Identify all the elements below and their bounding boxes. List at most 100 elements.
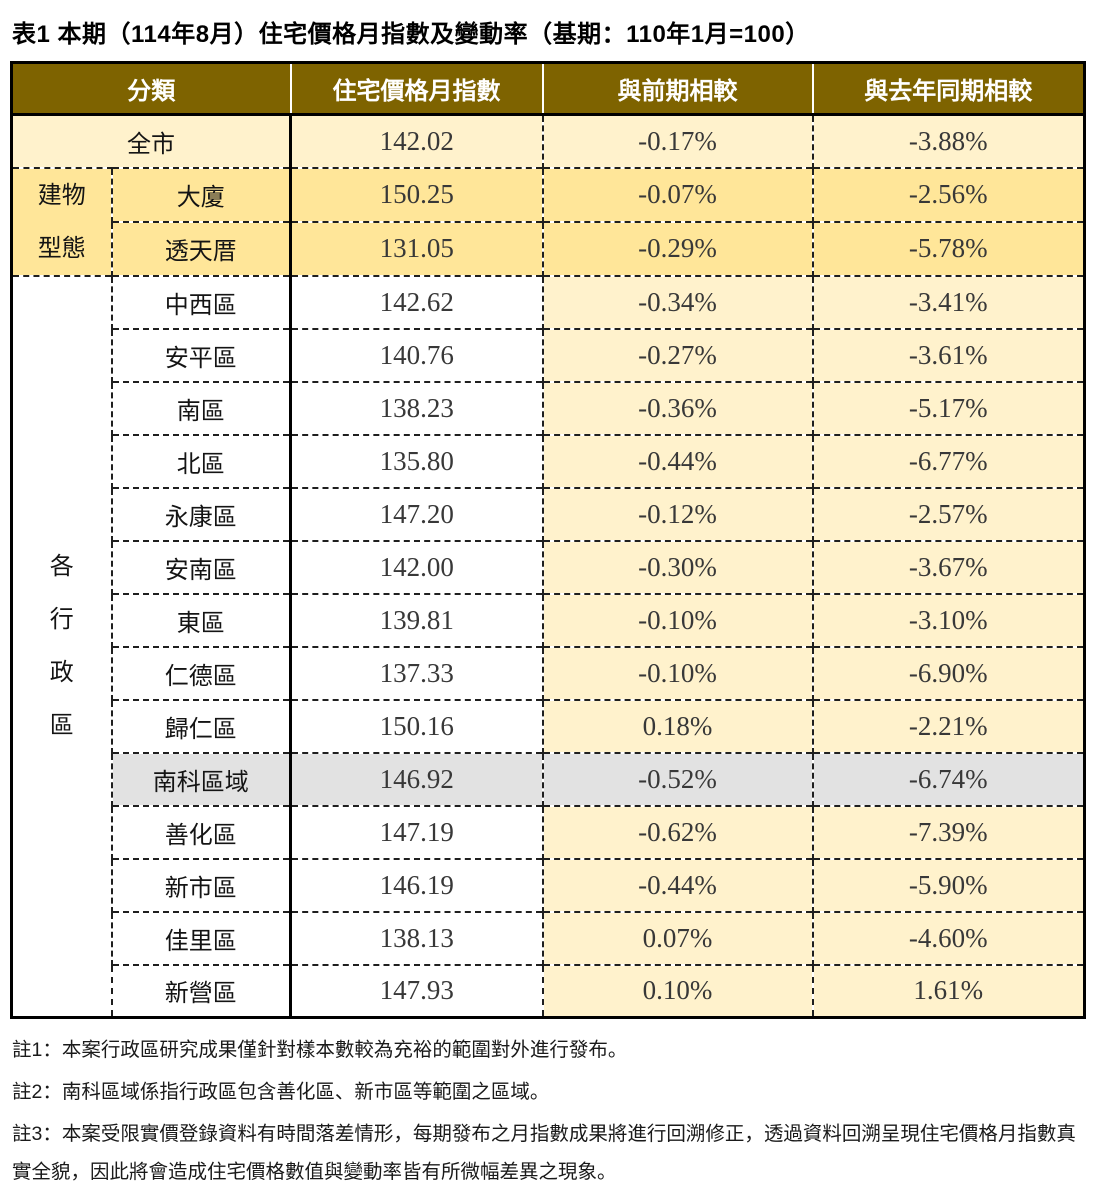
mom-cell: -0.44%: [541, 433, 813, 488]
header-index: 住宅價格月指數: [289, 62, 543, 116]
footnote-1: 註1：本案行政區研究成果僅針對樣本數較為充裕的範圍對外進行發布。: [12, 1039, 628, 1061]
table-row-district: 善化區 147.19 -0.62% -7.39%: [12, 804, 1085, 859]
group-label-line: 區: [49, 712, 74, 740]
building-name-cell: 透天厝: [110, 220, 291, 276]
mom-cell: -0.12%: [541, 486, 813, 541]
city-name-cell: 全市: [10, 113, 291, 168]
yoy-cell: -5.17%: [811, 380, 1085, 435]
yoy-cell: -3.10%: [811, 592, 1085, 647]
yoy-cell: -5.90%: [811, 857, 1085, 912]
table-row-district: 北區 135.80 -0.44% -6.77%: [12, 433, 1085, 488]
index-cell: 142.02: [289, 113, 543, 168]
mom-cell: -0.44%: [541, 857, 813, 912]
district-name-cell: 東區: [110, 592, 291, 647]
mom-cell: -0.36%: [541, 380, 813, 435]
yoy-cell: -6.74%: [811, 751, 1085, 806]
yoy-cell: -6.90%: [811, 645, 1085, 700]
table-row-district: 永康區 147.20 -0.12% -2.57%: [12, 486, 1085, 541]
yoy-cell: -3.88%: [811, 113, 1085, 168]
index-cell: 147.20: [289, 486, 543, 541]
table-row-district: 安南區 142.00 -0.30% -3.67%: [12, 539, 1085, 594]
index-cell: 142.62: [289, 274, 543, 329]
index-cell: 150.16: [289, 698, 543, 753]
yoy-cell: -2.56%: [811, 166, 1085, 222]
district-name-cell: 安南區: [110, 539, 291, 594]
building-name-cell: 大廈: [110, 166, 291, 222]
index-cell: 146.92: [289, 751, 543, 806]
index-cell: 150.25: [289, 166, 543, 222]
group-label-line: 各: [49, 553, 74, 581]
yoy-cell: -6.77%: [811, 433, 1085, 488]
group-label-line: 型態: [37, 234, 86, 262]
district-name-cell: 永康區: [110, 486, 291, 541]
district-group-label: 各 行 政 區: [10, 274, 112, 1018]
index-cell: 138.23: [289, 380, 543, 435]
header-category: 分類: [11, 62, 291, 116]
table-row-district: 歸仁區 150.16 0.18% -2.21%: [12, 698, 1085, 753]
yoy-cell: -3.61%: [811, 327, 1085, 382]
mom-cell: 0.10%: [541, 963, 813, 1018]
index-cell: 147.19: [289, 804, 543, 859]
mom-cell: -0.27%: [541, 327, 813, 382]
mom-cell: 0.07%: [541, 910, 813, 965]
district-name-cell: 南區: [110, 380, 291, 435]
table-row-district: 東區 139.81 -0.10% -3.10%: [12, 592, 1085, 647]
mom-cell: -0.07%: [541, 166, 813, 222]
table-row-building: 建物 型態 大廈 150.25 -0.07% -2.56%: [10, 166, 1085, 276]
index-cell: 131.05: [289, 220, 543, 276]
table-row-district: 佳里區 138.13 0.07% -4.60%: [12, 910, 1085, 965]
index-cell: 139.81: [289, 592, 543, 647]
table-row-district: 南區 138.23 -0.36% -5.17%: [12, 380, 1085, 435]
index-cell: 140.76: [289, 327, 543, 382]
table-row-district: 安平區 140.76 -0.27% -3.61%: [12, 327, 1085, 382]
mom-cell: -0.10%: [541, 592, 813, 647]
header-mom: 與前期相較: [541, 62, 813, 116]
footnote-3: 註3：本案受限實價登錄資料有時間落差情形，每期發布之月指數成果將進行回溯修正，透…: [12, 1123, 1076, 1184]
district-name-cell: 北區: [110, 433, 291, 488]
index-cell: 147.93: [289, 963, 543, 1018]
mom-cell: 0.18%: [541, 698, 813, 753]
district-name-cell: 仁德區: [110, 645, 291, 700]
price-index-table: 分類 住宅價格月指數 與前期相較 與去年同期相較 全市 142.02 -0.17…: [10, 61, 1086, 1019]
header-yoy: 與去年同期相較: [811, 62, 1085, 116]
district-name-cell: 安平區: [110, 327, 291, 382]
yoy-cell: -7.39%: [811, 804, 1085, 859]
district-name-cell: 佳里區: [110, 910, 291, 965]
index-cell: 138.13: [289, 910, 543, 965]
table-row-city: 全市 142.02 -0.17% -3.88%: [10, 113, 1085, 168]
mom-cell: -0.52%: [541, 751, 813, 806]
mom-cell: -0.10%: [541, 645, 813, 700]
index-cell: 142.00: [289, 539, 543, 594]
district-name-cell: 新市區: [110, 857, 291, 912]
yoy-cell: 1.61%: [811, 963, 1085, 1018]
district-name-cell: 中西區: [110, 274, 291, 329]
yoy-cell: -3.41%: [811, 274, 1085, 329]
yoy-cell: -2.21%: [811, 698, 1085, 753]
mom-cell: -0.62%: [541, 804, 813, 859]
yoy-cell: -5.78%: [811, 220, 1085, 276]
table-row-district: 新營區 147.93 0.10% 1.61%: [12, 963, 1085, 1018]
group-label-line: 建物: [37, 181, 86, 209]
group-label-line: 政: [49, 659, 74, 687]
mom-cell: -0.30%: [541, 539, 813, 594]
yoy-cell: -3.67%: [811, 539, 1085, 594]
district-name-cell: 歸仁區: [110, 698, 291, 753]
building-group-label: 建物 型態: [10, 166, 112, 276]
district-name-cell: 新營區: [110, 963, 291, 1018]
index-cell: 135.80: [289, 433, 543, 488]
footnote-2: 註2：南科區域係指行政區包含善化區、新市區等範圍之區域。: [12, 1081, 550, 1104]
table-row-district-highlight: 南科區域 146.92 -0.52% -6.74%: [12, 751, 1085, 806]
table-row-building: 透天厝 131.05 -0.29% -5.78%: [12, 220, 1085, 276]
page-title: 表1 本期（114年8月）住宅價格月指數及變動率（基期：110年1月=100）: [12, 21, 810, 48]
group-label-line: 行: [49, 606, 74, 634]
index-cell: 146.19: [289, 857, 543, 912]
table-row-district: 新市區 146.19 -0.44% -5.90%: [12, 857, 1085, 912]
table-row-district: 仁德區 137.33 -0.10% -6.90%: [12, 645, 1085, 700]
footnotes: 註1：本案行政區研究成果僅針對樣本數較為充裕的範圍對外進行發布。 註2：南科區域…: [12, 1031, 1085, 1191]
yoy-cell: -4.60%: [811, 910, 1085, 965]
yoy-cell: -2.57%: [811, 486, 1085, 541]
mom-cell: -0.17%: [541, 113, 813, 168]
mom-cell: -0.29%: [541, 220, 813, 276]
index-cell: 137.33: [289, 645, 543, 700]
